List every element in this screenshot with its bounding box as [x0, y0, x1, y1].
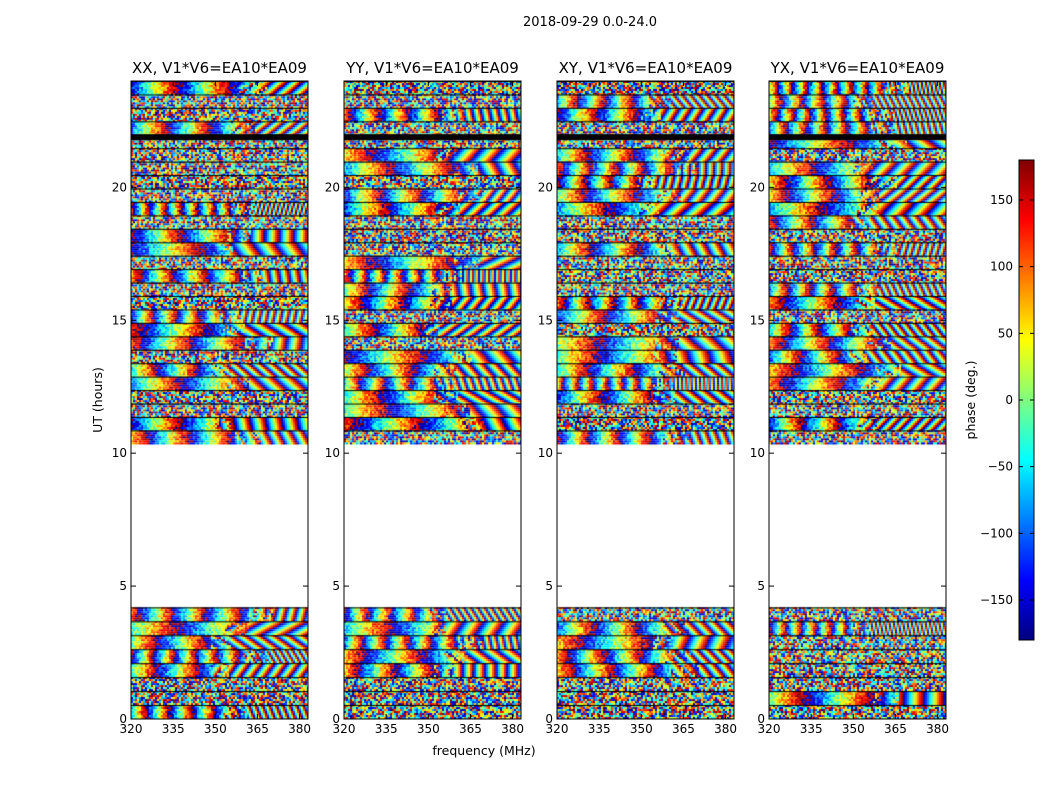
x-tick-label: 365	[459, 722, 482, 736]
x-tick-label: 320	[333, 722, 356, 736]
y-tick-label: 20	[325, 180, 340, 194]
y-tick-label: 5	[119, 579, 127, 593]
panel-title: YX, V1*V6=EA10*EA09	[770, 59, 945, 77]
y-tick-label: 15	[325, 313, 340, 327]
y-axis-label: UT (hours)	[90, 367, 105, 433]
x-tick-label: 380	[501, 722, 524, 736]
phase-image	[131, 81, 308, 719]
y-tick-label: 0	[332, 712, 340, 726]
y-tick-label: 0	[757, 712, 765, 726]
x-tick-label: 365	[672, 722, 695, 736]
y-tick-label: 0	[545, 712, 553, 726]
x-tick-label: 365	[884, 722, 907, 736]
panel-title: XY, V1*V6=EA10*EA09	[559, 59, 733, 77]
x-tick-label: 320	[120, 722, 143, 736]
y-tick-label: 10	[538, 446, 553, 460]
panel-title: YY, V1*V6=EA10*EA09	[345, 59, 519, 77]
x-tick-label: 380	[926, 722, 949, 736]
y-tick-label: 10	[750, 446, 765, 460]
x-tick-label: 350	[417, 722, 440, 736]
y-tick-label: 20	[750, 180, 765, 194]
y-tick-label: 5	[332, 579, 340, 593]
x-tick-label: 335	[588, 722, 611, 736]
panel-frame	[768, 80, 947, 720]
y-tick-label: 0	[119, 712, 127, 726]
colorbar-tick-label: −100	[980, 526, 1013, 540]
y-tick-label: 5	[757, 579, 765, 593]
x-tick-label: 365	[246, 722, 269, 736]
panel-yy: YY, V1*V6=EA10*EA09 320 335 350 365 380 0 5 10 15…	[325, 59, 524, 736]
x-tick-label: 335	[162, 722, 185, 736]
colorbar-tick-label: 100	[990, 260, 1013, 274]
y-tick-label: 15	[538, 313, 553, 327]
colorbar: −150 −100 −50 0 50 100 150 phase (deg.)	[963, 159, 1035, 641]
panel-yx: YX, V1*V6=EA10*EA09 320 335 350 365 380 0 5 10 15…	[750, 59, 949, 736]
panel-frame	[343, 80, 522, 720]
x-tick-label: 320	[546, 722, 569, 736]
x-tick-label: 335	[375, 722, 398, 736]
panels: XX, V1*V6=EA10*EA09 320 335 350 365 380 0 5 10 15…	[112, 59, 949, 736]
panel-xy: XY, V1*V6=EA10*EA09 320 335 350 365 380 0 5 10 15…	[538, 59, 737, 736]
x-tick-label: 380	[714, 722, 737, 736]
x-tick-label: 335	[800, 722, 823, 736]
panel-title: XX, V1*V6=EA10*EA09	[132, 59, 307, 77]
y-tick-label: 15	[750, 313, 765, 327]
x-tick-label: 350	[204, 722, 227, 736]
x-tick-label: 350	[842, 722, 865, 736]
panel-frame	[130, 80, 309, 720]
colorbar-tick-label: 0	[1005, 393, 1013, 407]
x-tick-label: 320	[758, 722, 781, 736]
phase-image	[557, 81, 734, 719]
phase-image	[344, 81, 521, 719]
x-tick-label: 380	[288, 722, 311, 736]
phase-image	[769, 81, 946, 719]
y-tick-label: 10	[112, 446, 127, 460]
y-tick-label: 10	[325, 446, 340, 460]
y-tick-label: 20	[112, 180, 127, 194]
figure-title: 2018-09-29 0.0-24.0	[523, 15, 657, 30]
colorbar-tick-label: −50	[988, 460, 1013, 474]
colorbar-tick-label: 50	[998, 326, 1013, 340]
x-tick-label: 350	[630, 722, 653, 736]
colorbar-tick-label: −150	[980, 593, 1013, 607]
colorbar-tick-label: 150	[990, 193, 1013, 207]
colorbar-label: phase (deg.)	[963, 361, 978, 440]
y-tick-label: 5	[545, 579, 553, 593]
y-tick-label: 20	[538, 180, 553, 194]
panel-frame	[556, 80, 735, 720]
x-axis-label: frequency (MHz)	[432, 743, 535, 758]
y-tick-label: 15	[112, 313, 127, 327]
panel-xx: XX, V1*V6=EA10*EA09 320 335 350 365 380 0 5 10 15…	[112, 59, 311, 736]
